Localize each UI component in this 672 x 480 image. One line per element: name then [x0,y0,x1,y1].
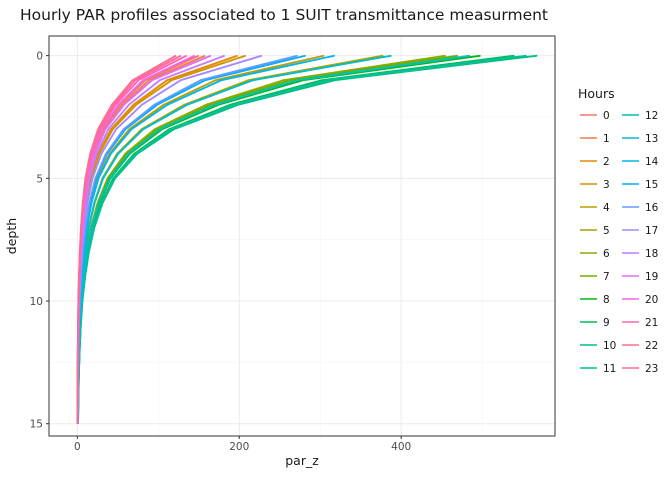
x-tick-label: 200 [229,441,249,453]
x-axis-ticks: 0 200 400 [74,436,411,453]
legend-label-hour-5: 5 [603,225,610,237]
plot-border [48,35,556,437]
x-tick-label: 400 [391,441,411,453]
legend-label-hour-21: 21 [645,317,658,329]
legend-label-hour-13: 13 [645,133,658,145]
series-lines [76,54,538,424]
legend-label-hour-14: 14 [645,156,659,168]
legend-label-hour-15: 15 [645,179,658,191]
legend: Hours 0123456789101112131415161718192021… [578,86,659,375]
legend-label-hour-9: 9 [603,317,610,329]
y-tick-label: 5 [36,173,43,185]
legend-label-hour-23: 23 [645,363,658,375]
plot-background [49,36,555,436]
y-tick-label: 10 [30,296,43,308]
plot-area [48,35,556,437]
legend-label-hour-4: 4 [603,202,610,214]
y-axis-ticks: 0 5 10 15 [30,51,49,431]
legend-title: Hours [578,86,615,101]
legend-label-hour-22: 22 [645,340,658,352]
legend-label-hour-11: 11 [603,363,616,375]
legend-label-hour-10: 10 [603,340,616,352]
x-tick-label: 0 [74,441,81,453]
y-axis-title: depth [4,218,19,254]
series-line-hour-23 [76,54,177,424]
legend-label-hour-0: 0 [603,110,610,122]
x-axis-title: par_z [285,453,319,468]
legend-label-hour-12: 12 [645,110,658,122]
legend-label-hour-18: 18 [645,248,658,260]
legend-label-hour-19: 19 [645,271,658,283]
chart-title: Hourly PAR profiles associated to 1 SUIT… [20,6,548,24]
legend-label-hour-8: 8 [603,294,610,306]
legend-label-hour-20: 20 [645,294,658,306]
legend-label-hour-6: 6 [603,248,610,260]
legend-label-hour-1: 1 [603,133,610,145]
legend-label-hour-2: 2 [603,156,610,168]
legend-label-hour-3: 3 [603,179,610,191]
legend-label-hour-17: 17 [645,225,658,237]
y-tick-label: 0 [36,51,43,63]
y-tick-label: 15 [30,419,43,431]
legend-label-hour-7: 7 [603,271,610,283]
legend-label-hour-16: 16 [645,202,659,214]
